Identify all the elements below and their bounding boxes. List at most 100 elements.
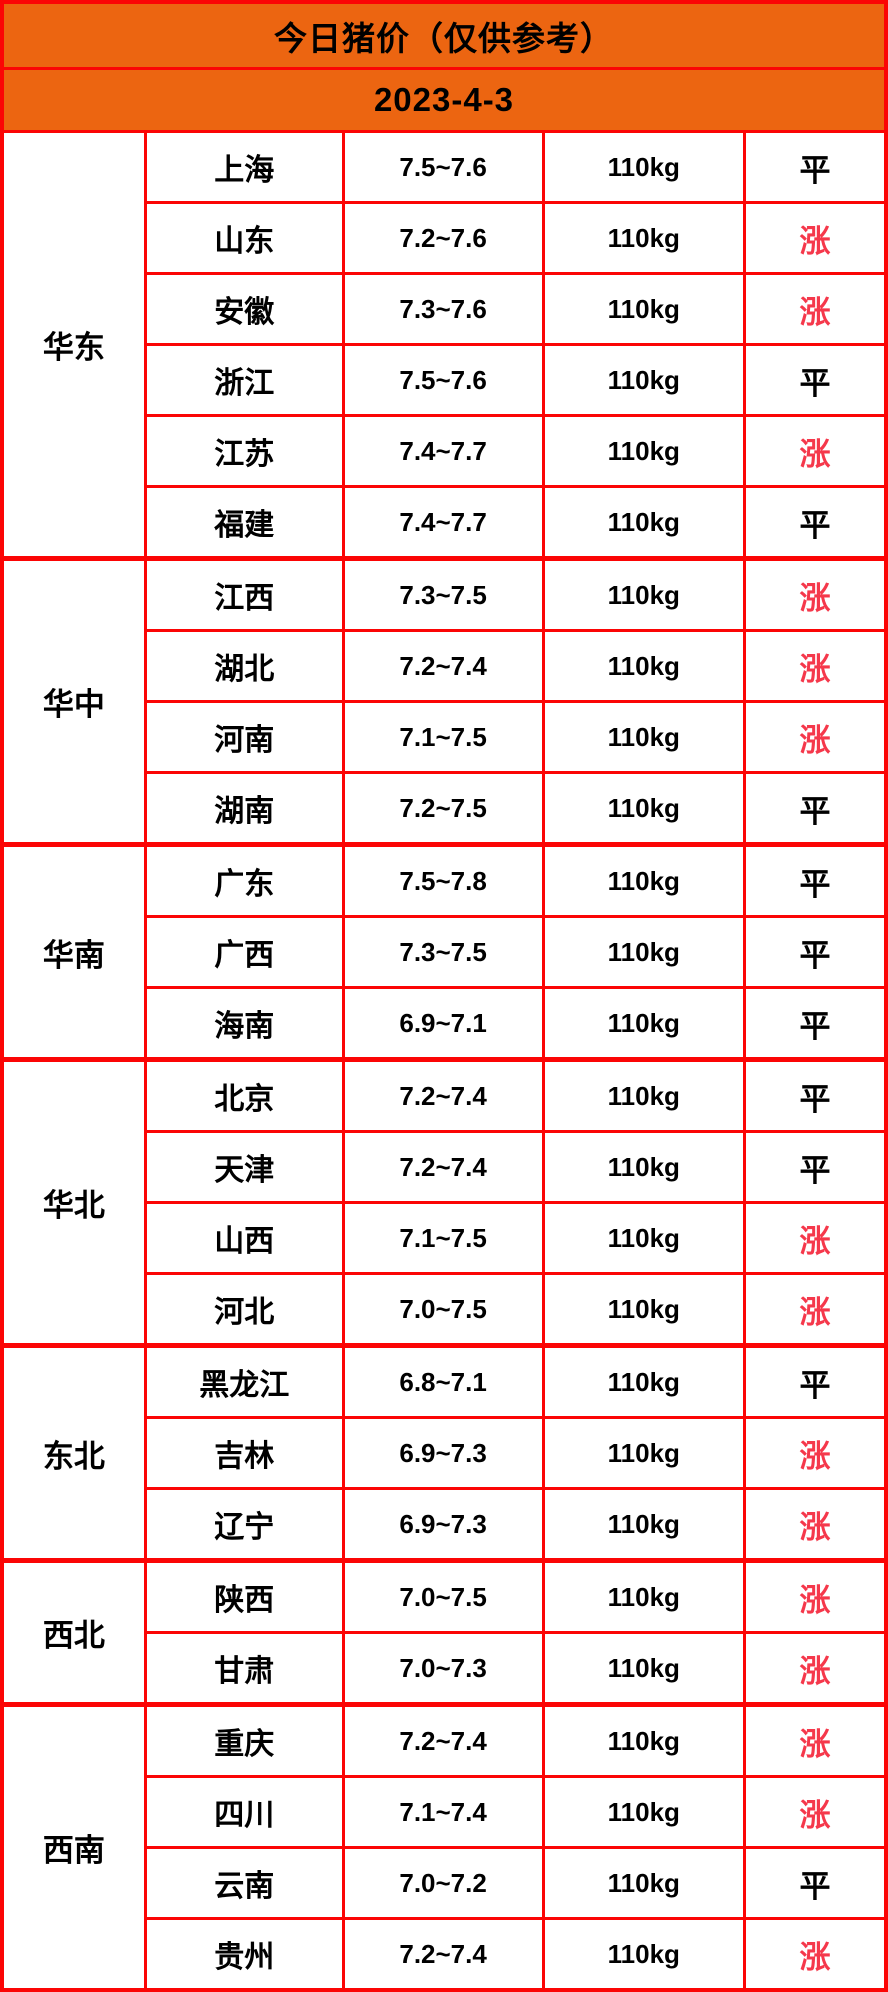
status-cell: 平 bbox=[743, 1130, 888, 1204]
province-cell: 河北 bbox=[143, 1272, 345, 1347]
weight-cell: 110kg bbox=[541, 1343, 747, 1419]
table-row: 华中 江西 7.3~7.5 110kg 涨 bbox=[0, 556, 888, 846]
weight-cell: 110kg bbox=[541, 1558, 747, 1634]
price-cell: 7.5~7.8 bbox=[341, 842, 545, 918]
weight-cell: 110kg bbox=[541, 915, 747, 989]
status-cell: 涨 bbox=[743, 414, 888, 488]
province-cell: 河南 bbox=[143, 700, 345, 774]
status-cell: 平 bbox=[743, 1846, 888, 1920]
table-row: 东北 黑龙江 6.8~7.1 110kg 平 bbox=[0, 1343, 888, 1562]
table-row: 天津 7.2~7.4 110kg 平 bbox=[2, 1130, 888, 1204]
province-cell: 湖南 bbox=[143, 771, 345, 846]
date-label: 2023-4-3 bbox=[0, 67, 888, 133]
weight-cell: 110kg bbox=[541, 414, 747, 488]
price-cell: 7.1~7.5 bbox=[341, 1201, 545, 1275]
status-cell: 涨 bbox=[743, 629, 888, 703]
status-cell: 涨 bbox=[743, 1487, 888, 1562]
table-row: 湖北 7.2~7.4 110kg 涨 bbox=[2, 629, 888, 703]
province-cell: 广西 bbox=[143, 915, 345, 989]
status-cell: 平 bbox=[743, 485, 888, 560]
weight-cell: 110kg bbox=[541, 771, 747, 846]
weight-cell: 110kg bbox=[541, 842, 747, 918]
province-cell: 甘肃 bbox=[143, 1631, 345, 1706]
province-cell: 陕西 bbox=[143, 1558, 345, 1634]
weight-cell: 110kg bbox=[541, 1631, 747, 1706]
status-cell: 平 bbox=[743, 842, 888, 918]
status-cell: 涨 bbox=[743, 201, 888, 275]
status-cell: 涨 bbox=[743, 1272, 888, 1347]
price-cell: 7.2~7.4 bbox=[341, 1057, 545, 1133]
status-cell: 平 bbox=[743, 343, 888, 417]
province-cell: 江苏 bbox=[143, 414, 345, 488]
region-cell: 西北 bbox=[0, 1558, 147, 1706]
region-cell: 华中 bbox=[0, 556, 147, 846]
weight-cell: 110kg bbox=[541, 700, 747, 774]
weight-cell: 110kg bbox=[541, 1201, 747, 1275]
table-row: 华东 上海 7.5~7.6 110kg 平 bbox=[0, 130, 888, 560]
status-cell: 涨 bbox=[743, 700, 888, 774]
status-cell: 涨 bbox=[743, 1631, 888, 1706]
price-cell: 7.4~7.7 bbox=[341, 485, 545, 560]
weight-cell: 110kg bbox=[541, 343, 747, 417]
table-row: 湖南 7.2~7.5 110kg 平 bbox=[2, 771, 888, 846]
status-cell: 涨 bbox=[743, 1702, 888, 1778]
status-cell: 平 bbox=[743, 130, 888, 204]
weight-cell: 110kg bbox=[541, 1775, 747, 1849]
table-row: 海南 6.9~7.1 110kg 平 bbox=[2, 986, 888, 1061]
price-cell: 6.9~7.1 bbox=[341, 986, 545, 1061]
province-cell: 北京 bbox=[143, 1057, 345, 1133]
table-row: 贵州 7.2~7.4 110kg 涨 bbox=[2, 1917, 888, 1992]
title-row: 今日猪价（仅供参考） bbox=[0, 0, 888, 70]
price-cell: 7.2~7.6 bbox=[341, 201, 545, 275]
price-cell: 6.9~7.3 bbox=[341, 1487, 545, 1562]
province-cell: 江西 bbox=[143, 556, 345, 632]
price-cell: 7.2~7.4 bbox=[341, 1917, 545, 1992]
price-cell: 7.3~7.6 bbox=[341, 272, 545, 346]
province-cell: 云南 bbox=[143, 1846, 345, 1920]
price-cell: 7.2~7.4 bbox=[341, 629, 545, 703]
table-row: 山东 7.2~7.6 110kg 涨 bbox=[2, 201, 888, 275]
status-cell: 平 bbox=[743, 1343, 888, 1419]
weight-cell: 110kg bbox=[541, 629, 747, 703]
price-cell: 7.0~7.3 bbox=[341, 1631, 545, 1706]
region-cell: 华北 bbox=[0, 1057, 147, 1347]
table-row: 吉林 6.9~7.3 110kg 涨 bbox=[2, 1416, 888, 1490]
table-row: 江苏 7.4~7.7 110kg 涨 bbox=[2, 414, 888, 488]
province-cell: 安徽 bbox=[143, 272, 345, 346]
price-cell: 6.9~7.3 bbox=[341, 1416, 545, 1490]
weight-cell: 110kg bbox=[541, 1702, 747, 1778]
table-row: 安徽 7.3~7.6 110kg 涨 bbox=[2, 272, 888, 346]
weight-cell: 110kg bbox=[541, 1130, 747, 1204]
province-cell: 山东 bbox=[143, 201, 345, 275]
weight-cell: 110kg bbox=[541, 1917, 747, 1992]
price-cell: 7.4~7.7 bbox=[341, 414, 545, 488]
weight-cell: 110kg bbox=[541, 1057, 747, 1133]
price-cell: 7.3~7.5 bbox=[341, 556, 545, 632]
price-cell: 7.0~7.5 bbox=[341, 1558, 545, 1634]
price-cell: 7.5~7.6 bbox=[341, 343, 545, 417]
status-cell: 涨 bbox=[743, 1416, 888, 1490]
table-row: 福建 7.4~7.7 110kg 平 bbox=[2, 485, 888, 560]
table-row: 华南 广东 7.5~7.8 110kg 平 bbox=[0, 842, 888, 1061]
table-row: 辽宁 6.9~7.3 110kg 涨 bbox=[2, 1487, 888, 1562]
weight-cell: 110kg bbox=[541, 1272, 747, 1347]
table-row: 广西 7.3~7.5 110kg 平 bbox=[2, 915, 888, 989]
region-cell: 东北 bbox=[0, 1343, 147, 1562]
province-cell: 吉林 bbox=[143, 1416, 345, 1490]
price-cell: 6.8~7.1 bbox=[341, 1343, 545, 1419]
weight-cell: 110kg bbox=[541, 485, 747, 560]
province-cell: 重庆 bbox=[143, 1702, 345, 1778]
status-cell: 平 bbox=[743, 986, 888, 1061]
price-cell: 7.2~7.4 bbox=[341, 1702, 545, 1778]
weight-cell: 110kg bbox=[541, 556, 747, 632]
province-cell: 天津 bbox=[143, 1130, 345, 1204]
price-table-body: 华东 上海 7.5~7.6 110kg 平山东 7.2~7.6 110kg 涨安徽 7.3~7.… bbox=[0, 130, 888, 1992]
province-cell: 湖北 bbox=[143, 629, 345, 703]
province-cell: 福建 bbox=[143, 485, 345, 560]
province-cell: 黑龙江 bbox=[143, 1343, 345, 1419]
table-row: 河北 7.0~7.5 110kg 涨 bbox=[2, 1272, 888, 1347]
status-cell: 涨 bbox=[743, 1917, 888, 1992]
province-cell: 四川 bbox=[143, 1775, 345, 1849]
